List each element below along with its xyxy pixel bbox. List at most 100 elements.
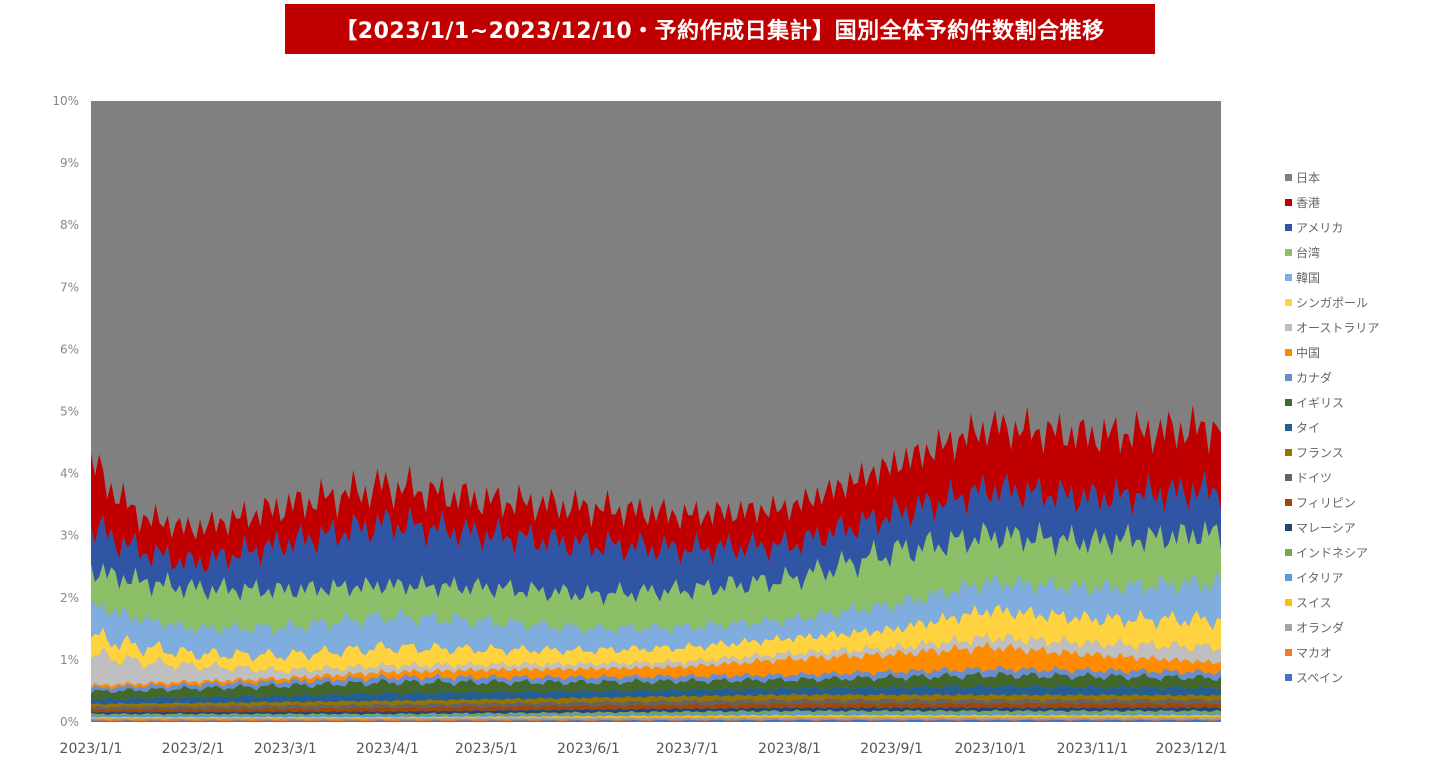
- legend-swatch: [1285, 549, 1292, 556]
- series-area-フランス: [91, 693, 1221, 708]
- legend-swatch: [1285, 624, 1292, 631]
- y-tick-label: 1%: [60, 653, 79, 667]
- x-tick-label: 2023/5/1: [455, 741, 518, 757]
- series-area-イギリス: [91, 671, 1221, 701]
- legend-label: イギリス: [1296, 396, 1345, 410]
- legend-label: イタリア: [1296, 571, 1344, 585]
- legend-swatch: [1285, 349, 1292, 356]
- y-tick-label: 10%: [52, 94, 79, 108]
- y-tick-label: 8%: [60, 218, 79, 232]
- y-tick-label: 5%: [60, 405, 79, 419]
- legend-label: オランダ: [1296, 621, 1345, 635]
- legend-swatch: [1285, 374, 1292, 381]
- legend-entry: 韓国: [1285, 265, 1435, 290]
- legend-swatch: [1285, 499, 1292, 506]
- series-area-フィリピン: [91, 701, 1221, 713]
- y-tick-label: 7%: [60, 280, 79, 294]
- legend-entry: タイ: [1285, 415, 1435, 440]
- series-area-韓国: [91, 570, 1221, 662]
- legend-swatch: [1285, 299, 1292, 306]
- legend-entry: アメリカ: [1285, 215, 1435, 240]
- legend-label: インドネシア: [1296, 546, 1369, 560]
- chart-title: 【2023/1/1~2023/12/10・予約作成日集計】国別全体予約件数割合推…: [285, 4, 1155, 54]
- series-area-アメリカ: [91, 470, 1221, 606]
- legend-entry: オーストラリア: [1285, 315, 1435, 340]
- legend-entry: スペイン: [1285, 665, 1435, 690]
- series-area-台湾: [91, 520, 1221, 636]
- series-area-タイ: [91, 683, 1221, 705]
- legend-label: 韓国: [1296, 271, 1321, 285]
- legend-swatch: [1285, 399, 1292, 406]
- y-tick-label: 6%: [60, 342, 79, 356]
- legend-swatch: [1285, 574, 1292, 581]
- legend-entry: カナダ: [1285, 365, 1435, 390]
- y-tick-label: 2%: [60, 591, 79, 605]
- series-area-イタリア: [91, 711, 1221, 718]
- legend-entry: 中国: [1285, 340, 1435, 365]
- series-area-スペイン: [91, 719, 1221, 722]
- x-tick-label: 2023/10/1: [954, 741, 1026, 757]
- x-tick-label: 2023/6/1: [557, 741, 620, 757]
- legend-entry: フィリピン: [1285, 490, 1435, 515]
- legend-label: ドイツ: [1296, 471, 1333, 485]
- x-tick-label: 2023/2/1: [162, 741, 225, 757]
- legend-entry: 台湾: [1285, 240, 1435, 265]
- series-area-スイス: [91, 714, 1221, 719]
- legend-label: 中国: [1296, 346, 1321, 360]
- legend-label: カナダ: [1296, 371, 1333, 385]
- legend-swatch: [1285, 599, 1292, 606]
- series-area-カナダ: [91, 664, 1221, 694]
- series-area-中国: [91, 641, 1221, 690]
- legend-entry: インドネシア: [1285, 540, 1435, 565]
- x-tick-label: 2023/11/1: [1057, 741, 1129, 757]
- y-tick-label: 4%: [60, 467, 79, 481]
- legend-label: 台湾: [1296, 246, 1321, 260]
- legend-swatch: [1285, 274, 1292, 281]
- x-tick-label: 2023/7/1: [656, 741, 719, 757]
- legend-label: マレーシア: [1296, 521, 1356, 535]
- legend-label: 香港: [1296, 196, 1321, 210]
- legend-swatch: [1285, 424, 1292, 431]
- series-area-シンガポール: [91, 604, 1221, 674]
- legend-swatch: [1285, 524, 1292, 531]
- legend-label: スイス: [1296, 596, 1332, 610]
- legend-swatch: [1285, 174, 1292, 181]
- legend-swatch: [1285, 649, 1292, 656]
- legend: 日本 香港 アメリカ 台湾 韓国 シンガポール オーストラリア 中国 カナダ イギリス タイ フランス…: [1285, 165, 1435, 690]
- legend-entry: スイス: [1285, 590, 1435, 615]
- legend-label: タイ: [1296, 421, 1321, 435]
- legend-entry: ドイツ: [1285, 465, 1435, 490]
- legend-swatch: [1285, 449, 1292, 456]
- y-tick-label: 9%: [60, 156, 79, 170]
- x-tick-label: 2023/8/1: [758, 741, 821, 757]
- legend-label: シンガポール: [1296, 296, 1369, 310]
- legend-entry: マカオ: [1285, 640, 1435, 665]
- legend-label: 日本: [1296, 171, 1321, 185]
- x-tick-label: 2023/3/1: [254, 741, 317, 757]
- legend-swatch: [1285, 249, 1292, 256]
- legend-entry: マレーシア: [1285, 515, 1435, 540]
- legend-label: スペイン: [1296, 671, 1344, 685]
- legend-entry: イタリア: [1285, 565, 1435, 590]
- legend-swatch: [1285, 674, 1292, 681]
- legend-entry: 香港: [1285, 190, 1435, 215]
- legend-entry: シンガポール: [1285, 290, 1435, 315]
- x-tick-label: 2023/12/1: [1155, 741, 1227, 757]
- legend-swatch: [1285, 199, 1292, 206]
- x-tick-label: 2023/9/1: [860, 741, 923, 757]
- legend-swatch: [1285, 324, 1292, 331]
- series-area-マレーシア: [91, 706, 1221, 715]
- legend-entry: イギリス: [1285, 390, 1435, 415]
- legend-swatch: [1285, 224, 1292, 231]
- y-axis: 0% 1% 2% 3% 4% 5% 6% 7% 8% 9% 10%: [52, 94, 79, 729]
- plot-area: [91, 101, 1221, 722]
- legend-label: マカオ: [1296, 646, 1333, 660]
- legend-entry: オランダ: [1285, 615, 1435, 640]
- x-tick-label: 2023/1/1: [60, 741, 123, 757]
- series-area-オランダ: [91, 716, 1221, 721]
- legend-label: アメリカ: [1296, 221, 1344, 235]
- y-tick-label: 3%: [60, 529, 79, 543]
- series-area-インドネシア: [91, 709, 1221, 717]
- legend-entry: 日本: [1285, 165, 1435, 190]
